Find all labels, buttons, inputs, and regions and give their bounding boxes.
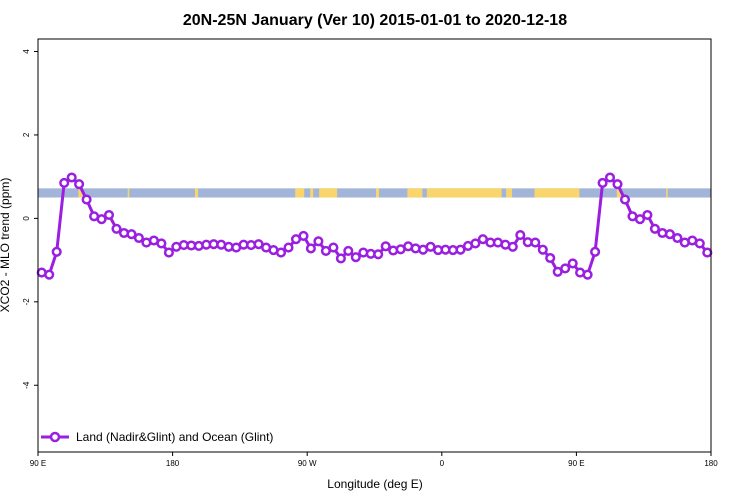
data-point [163, 247, 174, 258]
data-point [335, 253, 346, 264]
plot-frame [37, 38, 712, 453]
land-span [195, 188, 199, 198]
data-point [44, 269, 55, 280]
data-point [305, 243, 316, 254]
land-span [407, 188, 423, 198]
series-point-layer [36, 172, 713, 280]
data-point [74, 179, 85, 190]
data-point [51, 246, 62, 257]
data-point [634, 214, 646, 225]
land-span [78, 188, 83, 198]
data-point [694, 238, 705, 249]
data-point [470, 238, 481, 249]
data-point [66, 172, 77, 183]
x-tick-label: 180 [166, 459, 180, 468]
x-tick-label: 90 E [30, 459, 46, 468]
y-tick-label: 4 [22, 49, 31, 54]
data-point [612, 179, 623, 190]
data-point [350, 252, 361, 263]
data-point [156, 238, 167, 249]
data-point [455, 244, 466, 255]
data-point [560, 263, 571, 274]
legend-marker-swatch [49, 431, 61, 443]
data-point [604, 172, 616, 183]
data-point [126, 229, 137, 240]
data-point [530, 237, 541, 248]
data-point [537, 244, 548, 255]
land-span [310, 188, 314, 198]
x-tick-label: 180 [704, 459, 718, 468]
land-span [295, 188, 305, 198]
y-axis-ticks: -4 -2 0 2 4 [22, 49, 38, 389]
land-span [426, 188, 502, 198]
data-point [619, 194, 631, 205]
data-point [81, 194, 92, 205]
y-tick-label: -2 [22, 298, 31, 306]
data-point [59, 177, 70, 188]
land-span [375, 188, 379, 198]
legend-label: Land (Nadir&Glint) and Ocean (Glint) [76, 430, 273, 444]
land-span [534, 188, 580, 198]
y-axis-label: XCO2 - MLO trend (ppm) [0, 178, 12, 313]
x-axis-ticks: 90 E 180 90 W 0 90 E 180 [30, 452, 718, 468]
ocean-band [38, 188, 711, 198]
y-tick-label: 0 [22, 216, 31, 221]
data-point [672, 232, 683, 244]
data-point [515, 230, 526, 241]
data-point [507, 241, 518, 252]
x-tick-label: 0 [440, 459, 445, 468]
land-span [127, 188, 130, 198]
x-tick-label: 90 E [568, 459, 584, 468]
legend: Land (Nadir&Glint) and Ocean (Glint) [41, 430, 273, 444]
data-point [380, 241, 391, 252]
land-ocean-mask-band [38, 188, 711, 198]
data-point [96, 214, 107, 225]
data-point [597, 177, 608, 188]
y-tick-label: 2 [22, 132, 31, 137]
data-point [649, 223, 660, 234]
x-axis-label: Longitude (deg E) [327, 477, 422, 491]
data-point [313, 236, 324, 247]
x-tick-label: 90 W [298, 459, 317, 468]
data-point [328, 242, 339, 253]
data-point [283, 242, 294, 253]
data-point [103, 209, 115, 221]
data-point [111, 223, 122, 234]
data-point [545, 252, 556, 264]
data-point [275, 247, 287, 258]
chart-title: 20N-25N January (Ver 10) 2015-01-01 to 2… [183, 12, 567, 29]
land-span [666, 188, 668, 198]
data-point [590, 246, 601, 257]
land-span [319, 188, 338, 198]
data-point [567, 258, 578, 269]
data-point [664, 229, 675, 240]
land-span [506, 188, 513, 198]
data-point [582, 269, 593, 280]
data-point [133, 232, 144, 244]
data-point [373, 249, 384, 260]
land-span [616, 188, 622, 198]
data-point [702, 247, 713, 258]
data-point [343, 245, 354, 256]
y-tick-label: -4 [22, 381, 31, 389]
data-point [642, 209, 653, 221]
data-point [298, 230, 309, 241]
